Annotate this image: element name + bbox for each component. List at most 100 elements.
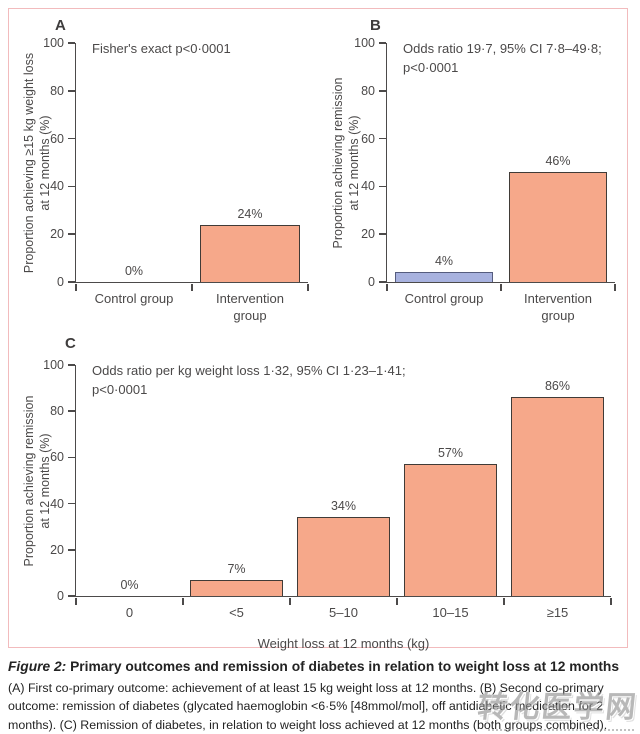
panel-c-plot-area: Odds ratio per kg weight loss 1·32, 95% … [43, 358, 612, 651]
panel-a-plot-area: Fisher's exact p<0·0001 0% Control group 2… [43, 36, 309, 323]
bar-value-label: 46% [545, 154, 571, 169]
y-tick-label: 100 [354, 36, 375, 50]
y-axis-label-line2: at 12 months (%) [38, 433, 52, 529]
y-tick-label: 40 [361, 179, 375, 194]
y-tick-label: 60 [50, 450, 64, 465]
bar-slot: 57% 10–15 [397, 365, 504, 620]
y-tick-mark [68, 281, 75, 283]
y-tick-mark [68, 42, 75, 44]
x-tick-mark [500, 284, 502, 291]
y-tick-mark [68, 364, 75, 366]
category-label: 0 [125, 605, 134, 620]
bar-slot: 0% 0 [76, 365, 183, 620]
bar [190, 579, 283, 596]
panel-b-plot-area: Odds ratio 19·7, 95% CI 7·8–49·8; p<0·00… [354, 36, 616, 323]
y-tick-mark [68, 502, 75, 505]
bar [200, 224, 300, 282]
bar-value-label: 4% [434, 254, 454, 269]
y-tick-label: 80 [50, 83, 64, 98]
figure-caption: Figure 2: Primary outcomes and remission… [8, 658, 632, 734]
x-tick-mark [307, 284, 309, 291]
y-tick-mark [68, 410, 75, 412]
category-label: Intervention group [524, 291, 592, 323]
category-label: <5 [229, 605, 244, 620]
category-label: ≥15 [546, 605, 569, 620]
panel-c-x-axis-label: Weight loss at 12 months (kg) [257, 636, 430, 651]
bar-value-label: 0% [120, 578, 139, 592]
category-label: 10–15 [432, 605, 469, 620]
bar [404, 464, 497, 596]
y-tick-mark [68, 549, 75, 551]
bar-slot: 0% Control group [76, 43, 192, 306]
x-tick-mark [614, 284, 616, 291]
watermark-text: 转化医学网 [475, 690, 640, 725]
x-tick-mark [289, 598, 291, 605]
bar [394, 272, 494, 282]
bar-slot: 7% <5 [183, 365, 290, 620]
category-label: Control group [94, 291, 174, 306]
x-tick-mark [182, 598, 184, 605]
y-tick-label: 40 [50, 496, 64, 511]
caption-title: Figure 2: Primary outcomes and remission… [8, 658, 632, 677]
y-tick-label: 20 [361, 227, 375, 242]
panel-b-bars: 4% Control group 46% Intervention group [387, 43, 615, 323]
panel-c-annotation: Odds ratio per kg weight loss 1·32, 95% … [92, 363, 406, 397]
y-tick-mark [379, 90, 386, 92]
y-tick-label: 20 [50, 542, 64, 557]
y-tick-mark [379, 137, 386, 140]
bar-slot: 24% Intervention group [192, 43, 308, 323]
y-tick-mark [68, 233, 75, 235]
caption-figure-number: Figure 2: [8, 659, 67, 674]
panel-a-y-axis-label-wrap: Proportion achieving ≥15 kg weight loss … [11, 43, 63, 283]
y-tick-label: 80 [361, 83, 375, 98]
y-tick-label: 60 [361, 131, 375, 146]
y-tick-label: 0 [57, 589, 64, 603]
panel-c-bars: 0% 0 7% <5 34% 5–10 57% 10–15 86% ≥15 [76, 365, 611, 620]
y-tick-label: 0 [57, 275, 64, 289]
category-label: Intervention group [216, 291, 284, 323]
bar [508, 172, 608, 282]
y-tick-label: 100 [43, 36, 64, 50]
bar-value-label: 7% [227, 561, 246, 576]
bar-value-label: 24% [237, 206, 263, 221]
y-axis-label-line1: Proportion achieving remission [330, 77, 345, 249]
y-axis-label-line2: at 12 months (%) [347, 115, 361, 211]
bar-slot: 34% 5–10 [290, 365, 397, 620]
bar-slot: 46% Intervention group [501, 43, 615, 323]
panel-b-annotation: Odds ratio 19·7, 95% CI 7·8–49·8; p<0·00… [403, 41, 602, 75]
y-axis-label-line1: Proportion achieving remission [21, 395, 36, 567]
y-tick-mark [379, 281, 386, 283]
y-tick-mark [379, 233, 386, 235]
x-tick-mark [503, 598, 505, 605]
bar [511, 397, 604, 596]
x-tick-mark [396, 598, 398, 605]
y-tick-mark [68, 90, 75, 92]
panel-c-letter: C [65, 335, 76, 352]
x-tick-mark [386, 284, 388, 291]
panel-b-y-axis-label: Proportion achieving remission at 12 mon… [330, 78, 363, 249]
panel-b-y-axis-label-wrap: Proportion achieving remission at 12 mon… [320, 43, 372, 283]
y-tick-label: 0 [368, 275, 375, 289]
y-tick-mark [379, 185, 386, 188]
bar-slot: 86% ≥15 [504, 365, 611, 620]
y-tick-mark [68, 137, 75, 140]
category-label: Control group [404, 291, 484, 306]
bar-value-label: 86% [544, 379, 571, 394]
x-tick-mark [610, 598, 612, 605]
y-tick-mark [68, 595, 75, 597]
bar-value-label: 34% [330, 499, 357, 514]
bar-value-label: 57% [437, 446, 464, 461]
panel-a-bars: 0% Control group 24% Intervention group [76, 43, 308, 323]
caption-title-text: Primary outcomes and remission of diabet… [66, 659, 620, 674]
panel-a-letter: A [55, 17, 66, 34]
bar [297, 517, 390, 596]
bar-slot: 4% Control group [387, 43, 501, 306]
panel-a-annotation: Fisher's exact p<0·0001 [92, 41, 231, 56]
x-tick-mark [75, 598, 77, 605]
x-tick-mark [75, 284, 77, 291]
bar-value-label: 0% [124, 264, 144, 278]
top-row: A Proportion achieving ≥15 kg weight los… [9, 9, 627, 331]
x-tick-mark [191, 284, 193, 291]
y-tick-mark [379, 42, 386, 44]
y-tick-mark [68, 185, 75, 188]
